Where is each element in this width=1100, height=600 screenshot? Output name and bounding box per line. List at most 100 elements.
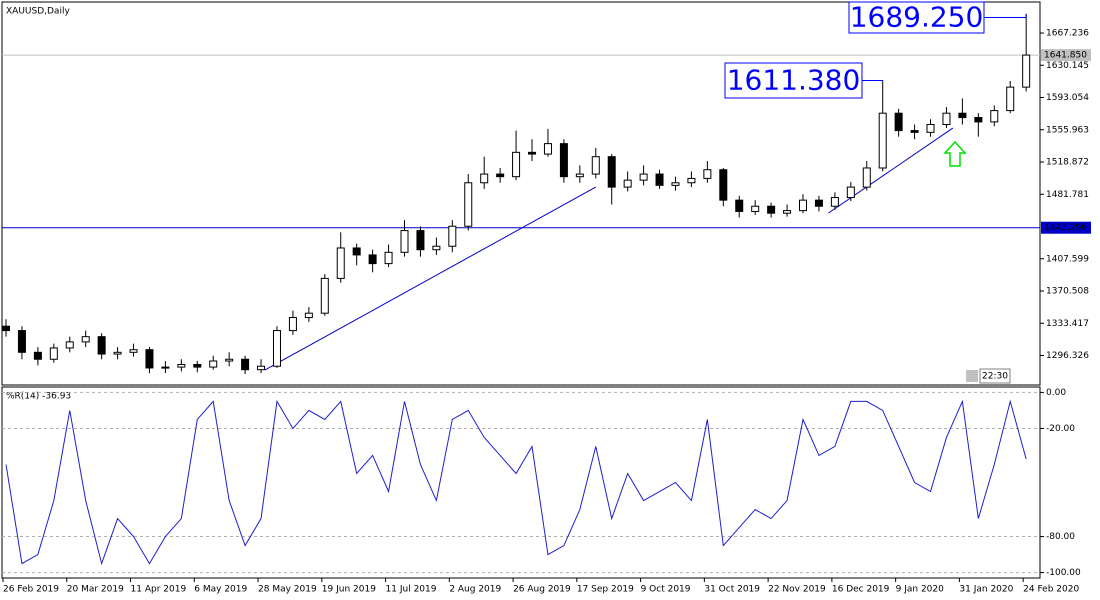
hline-label: 1443.296 [1044, 223, 1087, 233]
candle-body [209, 360, 218, 368]
pane-title: %R(14) -36.93 [6, 392, 71, 402]
candle-body [974, 117, 983, 123]
candle-body [193, 363, 202, 368]
candle-body [512, 151, 521, 178]
x-tick-label: 11 Jul 2019 [386, 585, 437, 595]
y-tick-label: 1593.054 [1046, 93, 1089, 103]
hline-label-bg [1041, 221, 1091, 234]
trend-line [828, 127, 954, 214]
y-tick-label: 1296.326 [1046, 351, 1089, 361]
candle-body [687, 177, 696, 184]
y-tick-label: -20.00 [1046, 424, 1075, 434]
annotation-connector [984, 13, 1027, 18]
candle-body [225, 358, 234, 362]
candle-body [799, 199, 807, 212]
x-tick-label: 31 Jan 2020 [959, 585, 1013, 595]
candle-body [464, 182, 473, 227]
candle-body [241, 358, 250, 371]
x-tick-label: 26 Aug 2019 [513, 585, 571, 595]
annotation-box [848, 1, 985, 34]
candle-body [352, 247, 361, 256]
x-tick-label: 19 Jun 2019 [322, 585, 376, 595]
candle-body [894, 112, 903, 132]
y-tick-label: 1370.508 [1046, 287, 1089, 297]
x-tick-label: 31 Oct 2019 [704, 585, 760, 595]
trend-line [264, 186, 597, 371]
candle-body [926, 124, 935, 133]
candle-body [17, 330, 26, 353]
candle-body [862, 167, 871, 188]
candle-body [65, 341, 74, 349]
candle-body [767, 205, 776, 214]
candle-body [639, 173, 648, 181]
y-tick-label: 1333.417 [1046, 319, 1089, 329]
clock-box [979, 368, 1011, 384]
annotation-label: 1689.250 [850, 1, 984, 34]
candle-body [113, 351, 122, 355]
candle-body [272, 330, 281, 367]
candle-body [623, 179, 632, 188]
x-tick-label: 11 Apr 2019 [131, 585, 187, 595]
pane-border [1, 1, 1041, 386]
candle-body [81, 336, 90, 343]
candle-body [559, 143, 568, 178]
x-tick-label: 2 Aug 2019 [449, 585, 501, 595]
candle-body [145, 349, 154, 369]
candle-body [990, 110, 999, 123]
candle-body [496, 173, 505, 178]
clock-label: 22:30 [982, 372, 1008, 382]
y-tick-label: 1667.236 [1046, 29, 1089, 39]
x-tick-label: 16 Dec 2019 [832, 585, 890, 595]
candle-body [368, 254, 377, 265]
x-tick-label: 24 Feb 2020 [1023, 585, 1079, 595]
candle-body [910, 130, 919, 133]
indicator-line [5, 399, 1027, 566]
y-tick-label: -80.00 [1046, 532, 1075, 542]
candle-body [703, 169, 712, 179]
y-tick-label: 1407.599 [1046, 254, 1089, 264]
y-tick-label: 1630.145 [1046, 61, 1089, 71]
candle-body [607, 156, 616, 188]
candle-body [448, 225, 457, 247]
candle-body [257, 365, 266, 371]
annotation-label: 1611.380 [727, 64, 861, 97]
candle-body [49, 347, 58, 360]
pane-border [1, 386, 1041, 579]
candle-body [161, 366, 170, 369]
candle-body [735, 199, 744, 212]
candle-body [719, 169, 728, 201]
candle-body [655, 173, 664, 186]
candle-body [575, 173, 584, 178]
candle-body [33, 351, 42, 360]
arrow-icon [943, 140, 967, 167]
candle-body [177, 363, 186, 368]
annotation-connector [862, 80, 884, 82]
x-tick-label: 9 Oct 2019 [641, 585, 691, 595]
candle-body [384, 251, 393, 265]
candle-body [416, 230, 425, 251]
candle-body [783, 210, 792, 214]
candle-body [591, 156, 600, 175]
x-tick-label: 20 Mar 2019 [67, 585, 124, 595]
candle-body [528, 151, 537, 155]
candle-body [2, 325, 10, 332]
candle-body [129, 349, 138, 353]
candle-body [1006, 86, 1015, 112]
candle-body [288, 317, 297, 332]
x-tick-label: 9 Jan 2020 [896, 585, 944, 595]
price-label-bg [1041, 49, 1091, 62]
candle-body [480, 173, 489, 184]
x-tick-label: 17 Sep 2019 [577, 585, 634, 595]
y-tick-label: 0.00 [1046, 388, 1066, 398]
candle-body [814, 199, 823, 207]
candle-body [846, 186, 855, 199]
candle-body [671, 182, 680, 186]
x-tick-label: 28 May 2019 [258, 585, 317, 595]
candle-body [304, 312, 313, 319]
candle-body [543, 143, 552, 155]
candle-body [751, 205, 760, 212]
price-label: 1641.850 [1044, 51, 1087, 61]
